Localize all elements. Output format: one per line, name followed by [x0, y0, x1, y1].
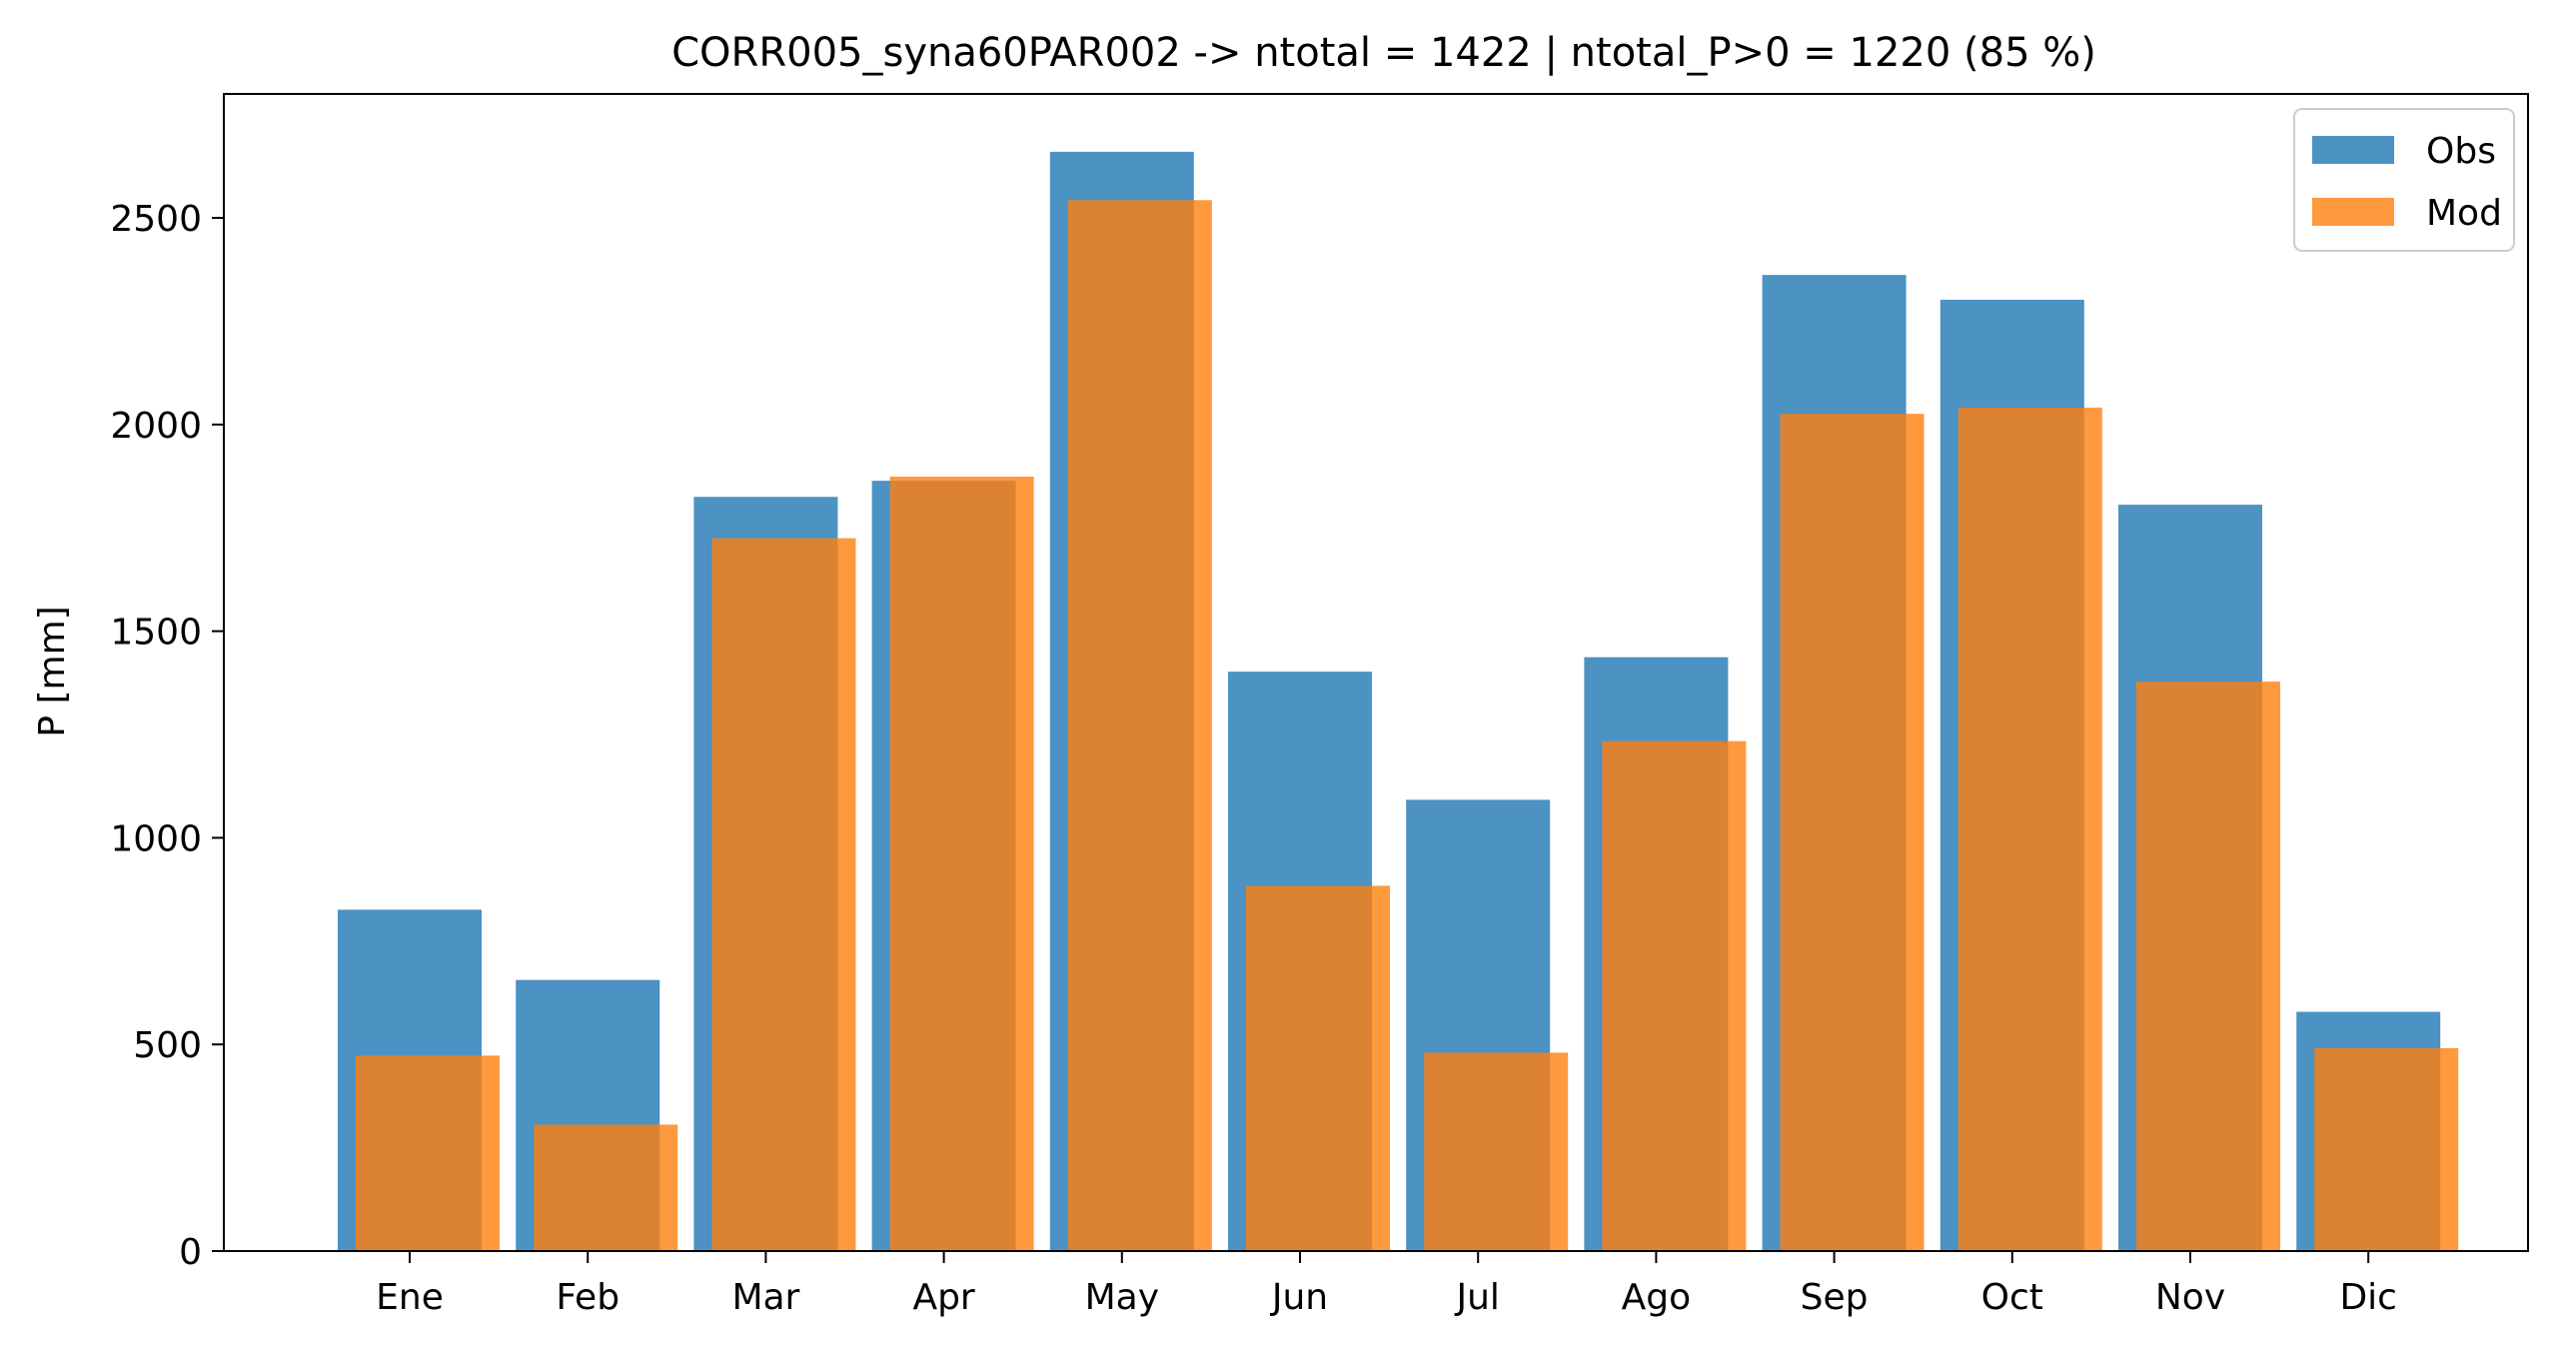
series-mod	[356, 200, 2459, 1252]
legend-label-mod: Mod	[2426, 193, 2502, 234]
x-tick-label: Oct	[1981, 1277, 2043, 1318]
bar-mod-apr	[889, 476, 1034, 1251]
x-tick-label: Ago	[1622, 1277, 1692, 1318]
bar-mod-sep	[1780, 414, 1925, 1252]
bar-mod-feb	[534, 1124, 678, 1251]
x-tick-label: Nov	[2155, 1277, 2225, 1318]
bar-mod-oct	[1957, 407, 2102, 1251]
y-tick-label: 0	[179, 1232, 202, 1273]
x-tick-label: Feb	[556, 1277, 620, 1318]
y-tick-label: 1500	[110, 613, 202, 654]
y-tick-label: 2000	[110, 406, 202, 447]
x-tick-label: Apr	[912, 1277, 974, 1318]
legend-swatch-obs	[2312, 136, 2394, 164]
x-axis-ticks: Ene Feb Mar Apr May Jun Jul Ago Sep Oct Nov Dic	[376, 1251, 2397, 1318]
bar-mod-jul	[1424, 1052, 1569, 1251]
bar-mod-dic	[2314, 1047, 2459, 1251]
bar-mod-ago	[1602, 740, 1747, 1251]
plot-frame	[223, 93, 2529, 1252]
x-tick-label: Jul	[1454, 1277, 1499, 1318]
x-tick-label: Sep	[1801, 1277, 1869, 1318]
y-tick-label: 500	[133, 1025, 202, 1066]
bar-mod-may	[1067, 200, 1212, 1252]
x-tick-label: Dic	[2339, 1277, 2397, 1318]
x-tick-label: Jun	[1270, 1277, 1328, 1318]
y-axis-ticks: 0 500 1000 1500 2000 2500	[110, 199, 224, 1273]
y-axis-label: P [mm]	[32, 606, 73, 736]
legend-swatch-mod	[2312, 198, 2394, 226]
chart-title: CORR005_syna60PAR002 -> ntotal = 1422 | …	[671, 30, 2096, 76]
y-tick-label: 2500	[110, 199, 202, 240]
bar-mod-jun	[1246, 885, 1390, 1251]
y-tick-label: 1000	[110, 818, 202, 859]
x-tick-label: May	[1085, 1277, 1159, 1318]
legend: Obs Mod	[2293, 108, 2515, 252]
bar-mod-ene	[356, 1055, 500, 1251]
bar-mod-nov	[2136, 681, 2280, 1251]
x-tick-label: Mar	[731, 1277, 799, 1318]
bar-mod-mar	[711, 538, 856, 1251]
x-tick-label: Ene	[376, 1277, 444, 1318]
legend-label-obs: Obs	[2426, 131, 2496, 172]
